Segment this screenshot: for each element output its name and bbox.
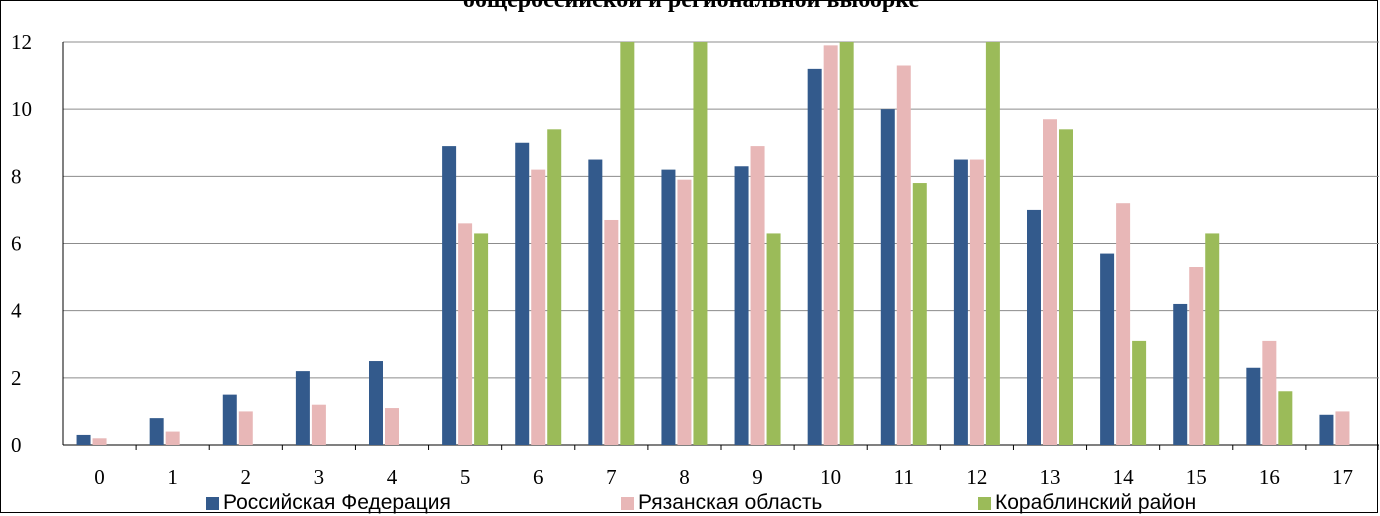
bar (734, 166, 749, 445)
legend-label: Российская Федерация (223, 491, 451, 514)
x-tick-label: 17 (1332, 465, 1353, 489)
bar (311, 404, 326, 445)
bar (1262, 340, 1277, 445)
bar (1189, 267, 1204, 445)
bar (1132, 340, 1147, 445)
bar (92, 438, 107, 445)
y-tick-label: 6 (11, 232, 22, 256)
bar (985, 42, 1000, 445)
y-tick-label: 4 (11, 299, 22, 323)
x-tick-label: 13 (1040, 465, 1061, 489)
x-tick-label: 9 (752, 465, 763, 489)
legend-swatch (206, 496, 219, 510)
legend-swatch (978, 496, 991, 510)
bar (969, 159, 984, 445)
bar (1319, 414, 1334, 445)
bar (839, 42, 854, 445)
bar (661, 169, 676, 445)
x-tick-label: 10 (820, 465, 841, 489)
y-tick-label: 0 (11, 433, 22, 457)
x-tick-label: 4 (387, 465, 398, 489)
x-tick-label: 5 (460, 465, 471, 489)
x-tick-label: 1 (167, 465, 178, 489)
bar (531, 169, 546, 445)
legend: Российская Федерация Рязанская область Кор… (1, 491, 1380, 516)
bar (1116, 203, 1131, 445)
bar (693, 42, 708, 445)
y-tick-label: 12 (11, 30, 32, 54)
bar (912, 183, 927, 446)
legend-item: Российская Федерация (206, 491, 451, 515)
bar (295, 371, 310, 445)
bar (238, 411, 253, 445)
bars (76, 42, 1350, 446)
bar (620, 42, 635, 445)
legend-item: Кораблинский район (978, 491, 1196, 515)
legend-label: Кораблинский район (995, 491, 1197, 514)
bar (588, 159, 603, 445)
legend-swatch (621, 496, 634, 510)
bar (677, 179, 692, 446)
y-tick-label: 10 (11, 97, 32, 121)
bar (750, 146, 765, 445)
x-tick-label: 3 (314, 465, 325, 489)
bar (896, 65, 911, 445)
bar (1335, 411, 1350, 445)
bar (165, 431, 180, 445)
bar (807, 68, 822, 445)
y-tick-labels: 0 2 4 6 8 10 12 (11, 30, 32, 457)
bar (1027, 209, 1041, 445)
bar (222, 394, 237, 445)
x-tick-label: 15 (1186, 465, 1207, 489)
bar (369, 361, 383, 445)
bar (1100, 253, 1115, 445)
bar (76, 434, 91, 445)
x-tick-label: 8 (679, 465, 690, 489)
bar (1043, 119, 1057, 445)
x-tick-label: 2 (241, 465, 252, 489)
bar (880, 109, 895, 446)
bar (823, 45, 838, 445)
bar (1173, 303, 1188, 445)
x-tick-label: 11 (894, 465, 914, 489)
x-tick-label: 7 (606, 465, 617, 489)
bar (458, 223, 473, 445)
x-tick-labels: 0 1 2 3 4 5 6 7 8 9 10 11 12 13 14 15 16 17 (94, 465, 1353, 489)
bar (442, 146, 457, 445)
bar (604, 219, 619, 445)
x-tick-label: 0 (94, 465, 105, 489)
bar (766, 233, 781, 445)
bar (547, 129, 562, 446)
legend-item: Рязанская область (621, 491, 822, 515)
bar (1246, 367, 1261, 445)
y-tick-label: 2 (11, 366, 22, 390)
bar (1205, 233, 1220, 445)
x-tick-label: 6 (533, 465, 544, 489)
bar (953, 159, 968, 445)
bar (149, 418, 164, 445)
bar (474, 233, 489, 445)
x-tick-label: 12 (966, 465, 987, 489)
bar (1059, 129, 1073, 446)
gridlines (62, 41, 1379, 450)
chart-title: общероссийской и региональной выборке (462, 0, 920, 13)
legend-label: Рязанская область (638, 491, 823, 514)
x-tick-label: 14 (1113, 465, 1135, 489)
x-tick-label: 16 (1259, 465, 1280, 489)
bar (385, 408, 399, 445)
y-tick-label: 8 (11, 164, 22, 188)
bar (515, 142, 530, 445)
bar (1278, 391, 1293, 445)
